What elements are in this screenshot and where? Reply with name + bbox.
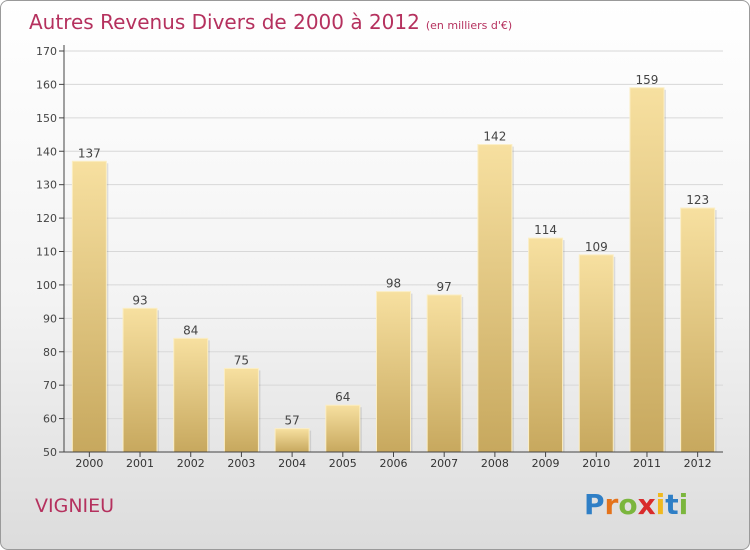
- logo-letter: x: [637, 488, 656, 521]
- bar: [122, 307, 158, 453]
- bar: [477, 144, 513, 453]
- y-tick-label: 100: [36, 279, 57, 292]
- data-label: 75: [234, 353, 249, 367]
- data-label: 98: [386, 277, 401, 291]
- data-label: 84: [183, 323, 198, 337]
- logo-letter: r: [604, 488, 619, 521]
- logo-letter: P: [584, 488, 605, 521]
- y-tick-label: 70: [43, 379, 57, 392]
- data-label: 142: [483, 130, 506, 144]
- data-label: 109: [585, 240, 608, 254]
- y-tick-label: 150: [36, 112, 57, 125]
- bar: [578, 254, 614, 453]
- x-tick-label: 2012: [684, 457, 712, 470]
- logo-letter: t: [665, 488, 679, 521]
- data-label: 123: [686, 193, 709, 207]
- data-label: 137: [78, 146, 101, 160]
- data-label: 114: [534, 223, 557, 237]
- bar: [325, 404, 361, 453]
- x-tick-label: 2010: [582, 457, 610, 470]
- x-tick-label: 2002: [177, 457, 205, 470]
- x-tick-label: 2007: [430, 457, 458, 470]
- x-tick-label: 2004: [278, 457, 306, 470]
- data-labels: 137 93 84 75 57 64 98 97 142 114 109 159 123: [78, 73, 709, 428]
- y-tick-label: 90: [43, 312, 57, 325]
- bar: [629, 87, 665, 453]
- bars: [71, 87, 717, 453]
- x-tick-label: 2009: [532, 457, 560, 470]
- bar: [71, 160, 107, 453]
- data-label: 93: [132, 293, 147, 307]
- chart-title: Autres Revenus Divers de 2000 à 2012 (en …: [29, 10, 512, 34]
- y-tick-label: 50: [43, 446, 57, 459]
- chart-unit: (en milliers d'€): [425, 19, 513, 32]
- x-tick-label: 2000: [75, 457, 103, 470]
- data-label: 64: [335, 390, 350, 404]
- data-label: 159: [636, 73, 659, 87]
- y-tick-label: 80: [43, 346, 57, 359]
- logo-letter: o: [618, 488, 638, 521]
- bar: [426, 294, 462, 453]
- y-tick-label: 60: [43, 413, 57, 426]
- y-tick-label: 170: [36, 45, 57, 58]
- data-label: 57: [284, 414, 299, 428]
- bar: [680, 207, 716, 453]
- x-tick-label: 2011: [633, 457, 661, 470]
- commune-name: VIGNIEU: [35, 495, 115, 517]
- y-tick-label: 140: [36, 145, 57, 158]
- y-tick-label: 130: [36, 179, 57, 192]
- bar: [376, 291, 411, 453]
- data-label: 97: [437, 280, 452, 294]
- x-tick-label: 2003: [227, 457, 255, 470]
- y-tick-label: 160: [36, 78, 57, 91]
- x-tick-label: 2005: [329, 457, 357, 470]
- x-tick-label: 2006: [380, 457, 408, 470]
- axes: 50 60 70 80 90 100 110 120 130 140 150 160 170 2000 20…: [36, 45, 723, 470]
- bar: [173, 337, 209, 453]
- y-tick-label: 120: [36, 212, 57, 225]
- chart-title-text: Autres Revenus Divers de 2000 à 2012: [29, 10, 420, 34]
- x-tick-label: 2008: [481, 457, 509, 470]
- logo-letter: i: [678, 488, 689, 521]
- y-tick-label: 110: [36, 246, 57, 259]
- bar: [274, 428, 310, 453]
- bar: [528, 237, 564, 453]
- bar: [223, 367, 259, 453]
- proxiti-logo[interactable]: Proxiti: [584, 488, 688, 521]
- x-tick-label: 2001: [126, 457, 154, 470]
- logo-letter: i: [655, 488, 666, 521]
